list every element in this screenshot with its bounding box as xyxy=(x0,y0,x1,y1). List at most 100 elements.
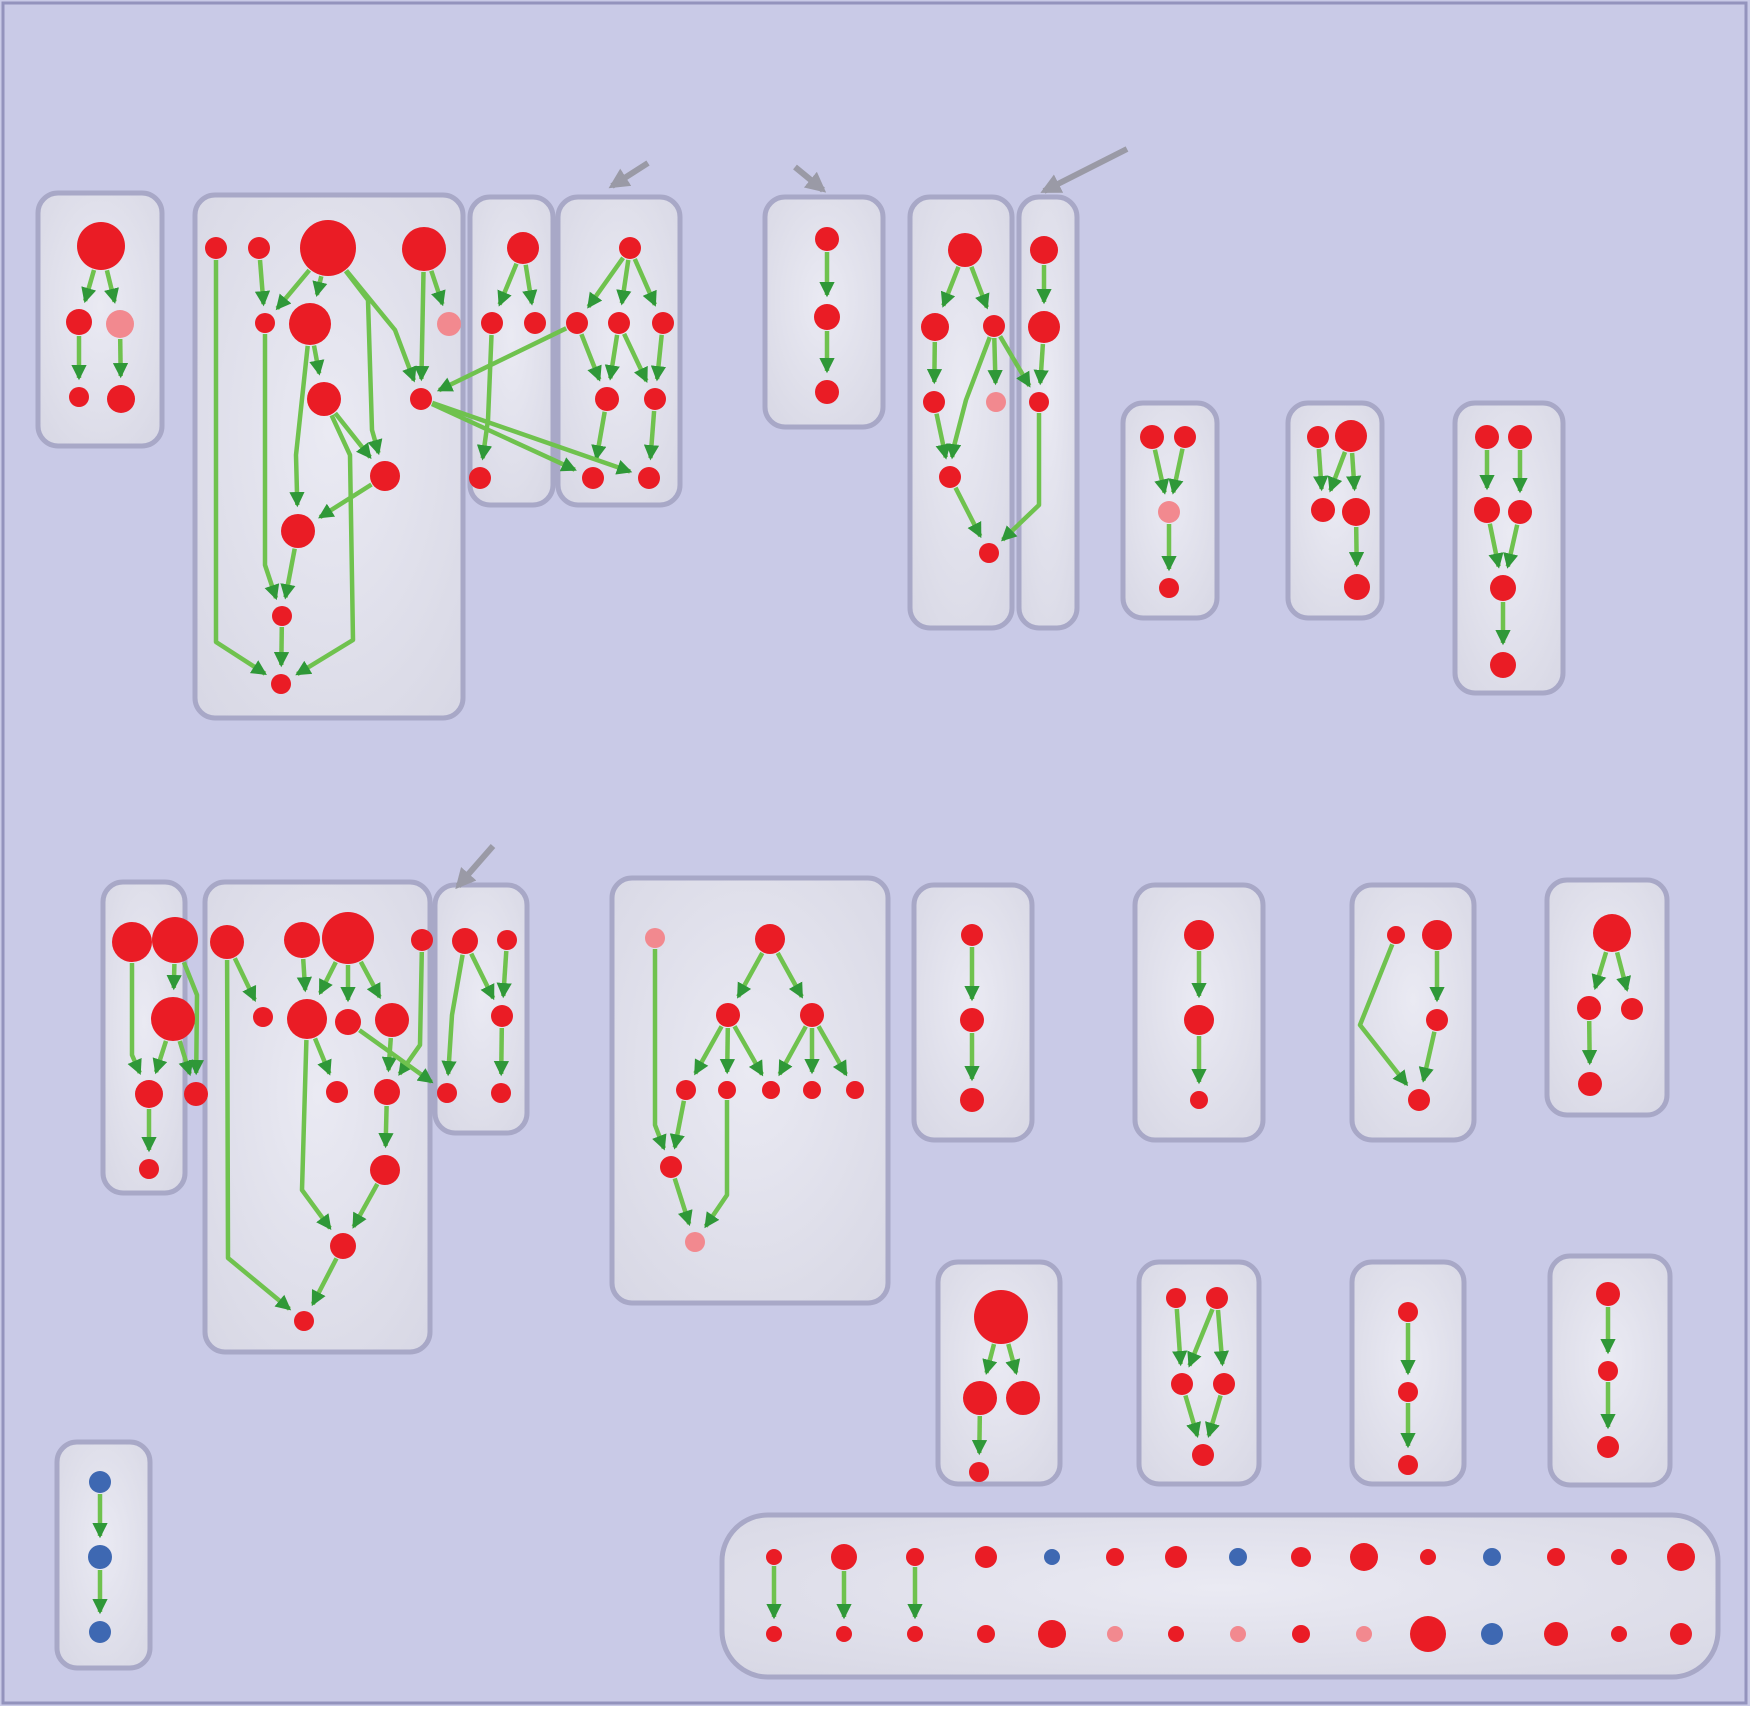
go-term-node-up xyxy=(960,1088,984,1112)
go-term-node-up xyxy=(289,303,331,345)
go-term-node-up xyxy=(1420,1549,1436,1565)
go-term-node-up xyxy=(1342,498,1370,526)
cluster-box-microtubule-bp xyxy=(467,194,556,508)
go-term-node-up xyxy=(184,1082,208,1106)
edge-arrow xyxy=(127,963,142,1076)
edge-arrow xyxy=(669,1100,687,1150)
edge-arrow xyxy=(586,256,625,309)
go-term-node-weak-up xyxy=(437,312,461,336)
edge-arrow xyxy=(429,270,446,307)
go-term-node-up xyxy=(800,1003,824,1027)
edge-arrow xyxy=(1503,524,1520,569)
edge-arrow xyxy=(275,268,312,311)
go-term-node-up xyxy=(644,388,666,410)
go-term-node-up xyxy=(402,227,446,271)
edge-arrow xyxy=(1313,448,1329,492)
edge-arrow xyxy=(732,1025,764,1077)
go-term-node-up xyxy=(1598,1361,1618,1381)
go-term-node-up xyxy=(1475,425,1499,449)
go-term-node-up xyxy=(112,922,152,962)
go-term-node-up xyxy=(481,312,503,334)
go-term-node-up xyxy=(370,1155,400,1185)
go-term-node-up xyxy=(906,1548,924,1566)
edge-arrow xyxy=(496,950,512,999)
go-term-node-weak-up xyxy=(1230,1626,1246,1642)
go-term-node-up xyxy=(718,1081,736,1099)
go-term-node-up xyxy=(469,467,491,489)
edge-arrow xyxy=(213,260,267,676)
go-term-node-up xyxy=(1028,311,1060,343)
go-term-node-up xyxy=(1410,1616,1446,1652)
edge-arrow xyxy=(652,949,667,1151)
edge-arrow xyxy=(987,337,1003,386)
label-pointer-arrow xyxy=(793,164,827,193)
edge-arrow xyxy=(318,482,373,520)
go-term-node-up xyxy=(836,1626,852,1642)
go-term-node-up xyxy=(1398,1302,1418,1322)
go-term-node-up xyxy=(1398,1382,1418,1402)
go-term-node-up xyxy=(608,312,630,334)
go-term-node-up xyxy=(411,929,433,951)
edge-arrow xyxy=(1168,448,1185,495)
go-term-node-up xyxy=(961,924,983,946)
go-term-node-up xyxy=(803,1081,821,1099)
go-term-node-down xyxy=(1044,1549,1060,1565)
go-term-node-up xyxy=(281,514,315,548)
go-term-node-up xyxy=(815,380,839,404)
edge-arrow xyxy=(299,1039,332,1231)
go-term-node-up xyxy=(374,1079,400,1105)
go-term-node-weak-up xyxy=(1356,1626,1372,1642)
go-term-node-up xyxy=(1166,1288,1186,1308)
go-term-node-up xyxy=(1311,498,1335,522)
edge-arrow xyxy=(310,1257,339,1307)
cluster-box-misc-cluster xyxy=(719,1512,1721,1680)
edge-arrow xyxy=(232,957,257,1002)
go-term-node-up xyxy=(979,543,999,563)
cluster-box-ubiquitin-a xyxy=(555,194,683,508)
go-term-node-up xyxy=(1578,1072,1602,1096)
go-term-node-down xyxy=(88,1545,112,1569)
go-term-node-up xyxy=(139,1159,159,1179)
edge-arrow xyxy=(343,269,383,456)
edge-arrow xyxy=(309,345,325,376)
cluster-box-transcription-cc-1 xyxy=(1544,877,1670,1118)
edge-arrow xyxy=(1033,343,1049,386)
go-term-node-up xyxy=(1422,920,1452,950)
go-term-node-up xyxy=(210,925,244,959)
go-term-node-up xyxy=(1292,1625,1310,1643)
edge-arrow xyxy=(289,345,310,508)
go-term-node-up xyxy=(1335,420,1367,452)
go-term-node-up xyxy=(1030,236,1058,264)
edge-arrow xyxy=(632,258,657,307)
go-term-node-up xyxy=(335,1009,361,1035)
edge-arrow xyxy=(166,963,182,991)
edge-arrow xyxy=(1348,526,1365,568)
go-term-node-up xyxy=(1547,1548,1565,1566)
edge-arrow xyxy=(1001,413,1042,542)
go-term-node-up xyxy=(660,1156,682,1178)
go-term-node-up xyxy=(1596,1282,1620,1306)
go-term-node-down xyxy=(1481,1623,1503,1645)
edge-arrow xyxy=(152,1040,169,1075)
go-term-node-up xyxy=(814,304,840,330)
edge-arrow xyxy=(81,269,97,304)
edge-arrow xyxy=(1205,1394,1223,1439)
edge-arrow xyxy=(181,961,204,1076)
edge-arrow xyxy=(1213,1309,1229,1367)
cluster-box-mitochondrion-cc xyxy=(1016,194,1080,631)
edge-arrow xyxy=(998,335,1032,388)
edge-arrow xyxy=(622,332,649,383)
edge-arrow xyxy=(262,334,280,601)
go-term-node-up xyxy=(107,385,135,413)
edge-arrow xyxy=(414,271,430,382)
edge-arrow xyxy=(971,1415,988,1456)
edge-arrow xyxy=(1418,1031,1437,1083)
edge-arrow xyxy=(940,265,961,308)
edge-arrow xyxy=(816,1025,848,1077)
edge-arrow xyxy=(441,954,465,1077)
go-term-node-down xyxy=(89,1621,111,1643)
go-term-node-up xyxy=(1106,1548,1124,1566)
edge-arrow xyxy=(1581,1020,1598,1066)
go-term-node-up xyxy=(294,1311,314,1331)
go-term-node-up xyxy=(375,1003,409,1037)
